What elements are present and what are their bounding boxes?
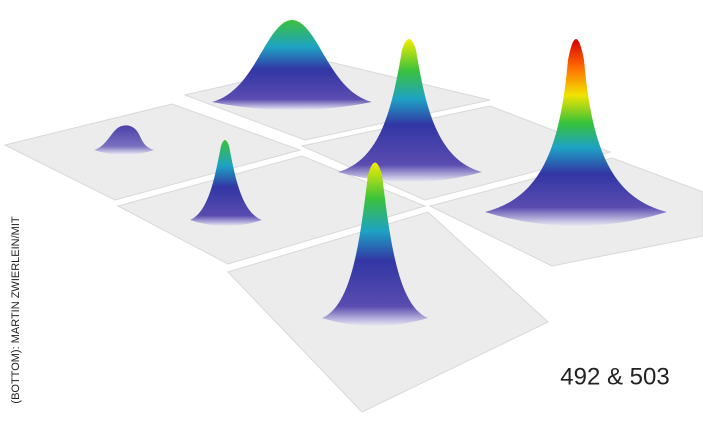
caption: 492 & 503 [560, 363, 669, 390]
photo-credit: (BOTTOM): MARTIN ZWIERLEIN/MIT [10, 216, 22, 403]
figure: (BOTTOM): MARTIN ZWIERLEIN/MIT 492 & 503 [0, 0, 703, 443]
page: (BOTTOM): MARTIN ZWIERLEIN/MIT 492 & 503… [0, 0, 703, 443]
peak [212, 20, 372, 110]
plates [5, 62, 703, 412]
